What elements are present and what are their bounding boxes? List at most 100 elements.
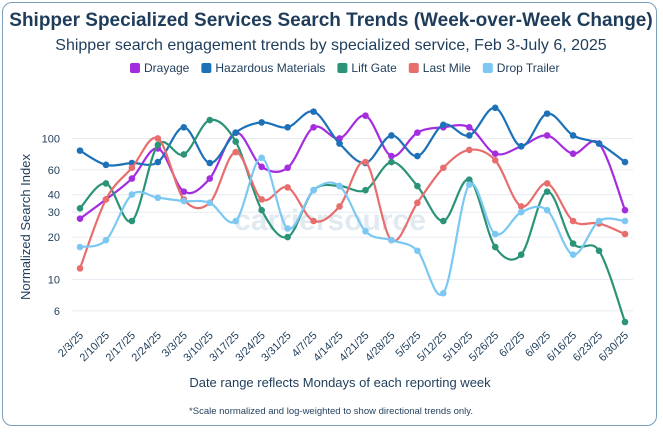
data-point xyxy=(310,108,317,115)
legend-item-last-mile[interactable]: Last Mile xyxy=(408,61,471,75)
data-point xyxy=(232,138,240,145)
data-point xyxy=(414,247,421,255)
footnote: *Scale normalized and log-weighted to sh… xyxy=(189,406,473,417)
data-point xyxy=(414,129,421,136)
data-point xyxy=(362,227,369,235)
data-point xyxy=(154,141,162,149)
data-point xyxy=(128,217,136,225)
y-tick-label: 20 xyxy=(48,232,60,244)
data-point xyxy=(621,158,629,166)
data-point xyxy=(362,186,369,194)
data-point xyxy=(284,164,291,172)
data-point xyxy=(388,236,395,244)
data-point xyxy=(569,217,577,225)
legend-item-drop-trailer[interactable]: Drop Trailer xyxy=(482,61,560,75)
data-point xyxy=(128,175,136,182)
data-point xyxy=(569,132,577,139)
series-line-last-mile xyxy=(78,136,626,269)
data-point xyxy=(491,104,499,112)
data-point xyxy=(232,129,240,136)
data-point xyxy=(414,182,421,190)
legend-item-hazardous-materials[interactable]: Hazardous Materials xyxy=(201,61,325,75)
x-axis-ticks: 2/3/252/10/252/17/252/24/253/3/253/10/25… xyxy=(56,330,631,364)
data-point xyxy=(206,116,214,124)
data-point xyxy=(543,132,551,139)
series-line-drop-trailer xyxy=(79,156,626,297)
data-point xyxy=(336,182,343,190)
data-point xyxy=(621,318,629,326)
data-point xyxy=(440,164,447,172)
chart-card xyxy=(2,2,657,426)
data-point xyxy=(154,194,162,202)
series-line-lift-gate xyxy=(79,118,627,323)
data-point xyxy=(388,152,395,160)
data-point xyxy=(569,240,577,247)
data-point xyxy=(362,158,369,166)
data-point xyxy=(284,123,291,131)
data-point xyxy=(76,204,84,212)
data-point xyxy=(465,123,473,131)
data-point xyxy=(543,180,551,187)
data-point xyxy=(310,123,317,131)
data-point xyxy=(180,188,188,195)
data-point xyxy=(491,150,499,157)
data-point xyxy=(76,243,84,251)
data-point xyxy=(258,206,265,214)
legend-swatch xyxy=(337,63,348,73)
legend: Drayage Hazardous Materials Lift Gate Last … xyxy=(130,61,559,75)
series-hazardous-materials xyxy=(76,104,629,169)
data-point xyxy=(258,154,265,162)
legend-label: Last Mile xyxy=(423,61,471,75)
data-point xyxy=(258,196,265,203)
gridlines xyxy=(72,137,633,312)
data-point xyxy=(206,159,214,167)
data-point xyxy=(621,217,629,225)
y-tick-label: 10 xyxy=(48,275,60,287)
data-point xyxy=(440,289,447,297)
legend-swatch xyxy=(408,63,419,73)
data-point xyxy=(310,186,317,194)
data-point xyxy=(569,251,577,258)
data-point xyxy=(491,243,499,251)
data-point xyxy=(258,119,265,126)
data-point xyxy=(491,230,499,238)
x-axis-label: Date range reflects Mondays of each repo… xyxy=(189,375,491,390)
data-point xyxy=(76,147,84,154)
data-point xyxy=(258,163,265,171)
legend-swatch xyxy=(130,63,140,73)
series-lines xyxy=(76,104,629,326)
watermark: carriersource xyxy=(234,204,426,237)
y-axis-label: Normalized Search Index xyxy=(18,154,33,300)
data-point xyxy=(465,132,473,139)
legend-item-lift-gate[interactable]: Lift Gate xyxy=(337,61,397,75)
chart-subtitle: Shipper search engagement trends by spec… xyxy=(55,37,607,54)
data-point xyxy=(440,121,447,129)
legend-item-drayage[interactable]: Drayage xyxy=(130,61,190,75)
data-point xyxy=(465,176,473,184)
data-point xyxy=(595,217,603,225)
y-axis-ticks: 6 10 20 30 40 60 100 xyxy=(42,133,60,317)
data-point xyxy=(180,151,188,158)
data-point xyxy=(284,184,291,191)
data-point xyxy=(76,215,84,222)
data-point xyxy=(284,233,291,241)
data-point xyxy=(128,164,136,172)
chart-title: Shipper Specialized Services Search Tren… xyxy=(9,10,652,31)
data-point xyxy=(388,158,395,166)
y-tick-label: 100 xyxy=(42,133,60,145)
y-tick-label: 30 xyxy=(48,207,60,219)
data-point xyxy=(517,208,525,216)
y-tick-label: 60 xyxy=(48,165,60,177)
data-point xyxy=(414,199,421,207)
data-point xyxy=(180,123,188,131)
data-point xyxy=(102,180,110,187)
data-point xyxy=(362,112,369,120)
data-point xyxy=(154,135,162,142)
y-tick-label: 6 xyxy=(54,306,60,318)
data-point xyxy=(128,191,136,198)
data-point xyxy=(517,203,525,210)
data-point xyxy=(76,265,84,272)
data-point xyxy=(102,161,110,169)
data-point xyxy=(414,152,421,160)
data-point xyxy=(517,251,525,258)
